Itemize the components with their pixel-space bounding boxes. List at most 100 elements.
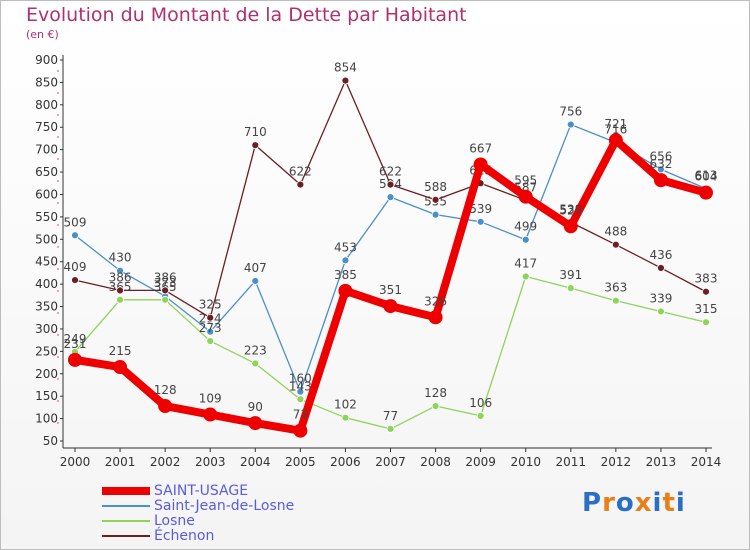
y-tick-label: 250 <box>35 344 58 358</box>
data-label-echenon: 488 <box>604 225 627 239</box>
y-tick-label: 650 <box>35 165 58 179</box>
y-tick-label: 400 <box>35 277 58 291</box>
data-label-saint-usage: 385 <box>334 268 357 282</box>
data-point-losne <box>386 424 395 433</box>
x-tick-label: 2009 <box>465 455 496 469</box>
legend-label-saint-usage: SAINT-USAGE <box>154 483 249 499</box>
data-point-saint-jean-de-losne <box>386 193 395 202</box>
data-point-saint-usage <box>203 407 218 422</box>
legend-label-losne: Losne <box>154 513 195 529</box>
data-point-echenon <box>71 276 79 284</box>
data-point-echenon <box>386 180 395 189</box>
data-point-losne <box>296 395 305 404</box>
data-point-echenon <box>657 264 665 272</box>
data-label-saint-usage: 667 <box>469 141 492 155</box>
data-label-saint-usage: 215 <box>109 344 132 358</box>
x-tick-label: 2001 <box>105 455 136 469</box>
data-label-losne: 417 <box>514 256 537 270</box>
data-point-echenon <box>702 287 710 296</box>
logo-letter: x <box>634 488 653 518</box>
data-point-losne <box>566 284 575 293</box>
data-point-saint-jean-de-losne <box>657 165 665 174</box>
data-point-losne <box>206 337 215 345</box>
data-label-losne: 315 <box>695 302 718 316</box>
data-point-saint-jean-de-losne <box>521 235 530 244</box>
data-label-losne: 102 <box>334 398 357 412</box>
data-label-saint-usage: 529 <box>559 203 582 217</box>
data-label-saint-usage: 351 <box>379 283 402 297</box>
data-point-echenon <box>251 141 260 150</box>
data-point-saint-usage <box>383 299 398 314</box>
data-point-saint-jean-de-losne <box>566 120 575 129</box>
data-label-losne: 273 <box>199 321 222 335</box>
x-tick-label: 2014 <box>691 455 722 469</box>
data-label-saint-usage: 109 <box>199 392 222 406</box>
y-tick-label: 450 <box>35 255 58 269</box>
data-label-saint-usage: 128 <box>154 383 177 397</box>
y-tick-label: 50 <box>43 434 58 448</box>
logo-letter: t <box>662 488 676 518</box>
data-point-echenon <box>431 195 440 204</box>
legend-swatch-echenon <box>102 535 150 537</box>
logo-letter: i <box>675 488 686 518</box>
data-point-losne <box>116 295 124 304</box>
data-point-saint-jean-de-losne <box>296 387 305 396</box>
data-label-saint-usage: 90 <box>248 400 263 414</box>
data-point-saint-usage <box>158 399 173 414</box>
data-label-saint-jean-de-losne: 716 <box>604 122 627 136</box>
data-point-saint-usage <box>608 133 623 148</box>
data-point-saint-jean-de-losne <box>251 277 260 285</box>
data-point-echenon <box>611 240 620 249</box>
data-label-echenon: 436 <box>649 248 672 262</box>
data-point-losne <box>476 411 485 420</box>
x-tick-label: 2007 <box>375 455 406 469</box>
data-point-losne <box>657 307 665 316</box>
logo-letter: o <box>615 488 635 518</box>
legend-swatch-saint-usage <box>102 487 150 495</box>
data-label-losne: 363 <box>604 281 627 295</box>
data-label-saint-usage: 721 <box>604 117 627 131</box>
data-label-saint-jean-de-losne: 160 <box>289 372 312 386</box>
data-point-losne <box>431 402 440 410</box>
data-point-losne <box>611 296 620 305</box>
data-point-echenon <box>161 286 170 295</box>
data-point-saint-usage <box>338 283 353 298</box>
data-point-saint-usage <box>699 185 713 200</box>
data-label-echenon: 325 <box>199 298 222 312</box>
data-point-saint-jean-de-losne <box>71 231 79 240</box>
data-point-echenon <box>296 180 305 189</box>
data-label-losne: 339 <box>649 291 672 305</box>
y-tick-label: 600 <box>35 187 58 201</box>
data-label-saint-jean-de-losne: 499 <box>514 220 537 234</box>
data-point-saint-usage <box>518 189 533 204</box>
y-tick-label: 500 <box>35 232 58 246</box>
x-tick-label: 2005 <box>285 455 316 469</box>
data-label-echenon: 588 <box>424 180 447 194</box>
data-label-echenon: 710 <box>244 125 267 139</box>
data-point-losne <box>341 413 350 422</box>
y-tick-label: 850 <box>35 75 58 89</box>
data-label-saint-jean-de-losne: 407 <box>244 261 267 275</box>
data-label-saint-jean-de-losne: 656 <box>649 149 672 163</box>
x-tick-label: 2008 <box>420 455 451 469</box>
data-label-echenon: 622 <box>379 165 402 179</box>
data-label-saint-usage: 73 <box>293 408 308 422</box>
data-point-echenon <box>206 313 215 322</box>
data-point-saint-usage <box>113 360 128 375</box>
data-point-saint-jean-de-losne <box>476 217 485 226</box>
data-label-saint-jean-de-losne: 453 <box>334 240 357 254</box>
legend-label-echenon: Échenon <box>154 528 215 544</box>
y-tick-label: 800 <box>35 98 58 112</box>
y-tick-label: 200 <box>35 367 58 381</box>
data-label-echenon: 409 <box>64 260 87 274</box>
data-point-saint-jean-de-losne <box>206 327 215 336</box>
logo-letter: r <box>602 488 616 518</box>
data-point-saint-usage <box>473 157 488 172</box>
data-label-echenon: 383 <box>695 272 718 286</box>
data-point-saint-jean-de-losne <box>116 266 124 275</box>
data-label-losne: 391 <box>559 268 582 282</box>
x-tick-label: 2011 <box>556 455 587 469</box>
data-label-losne: 143 <box>289 379 312 393</box>
